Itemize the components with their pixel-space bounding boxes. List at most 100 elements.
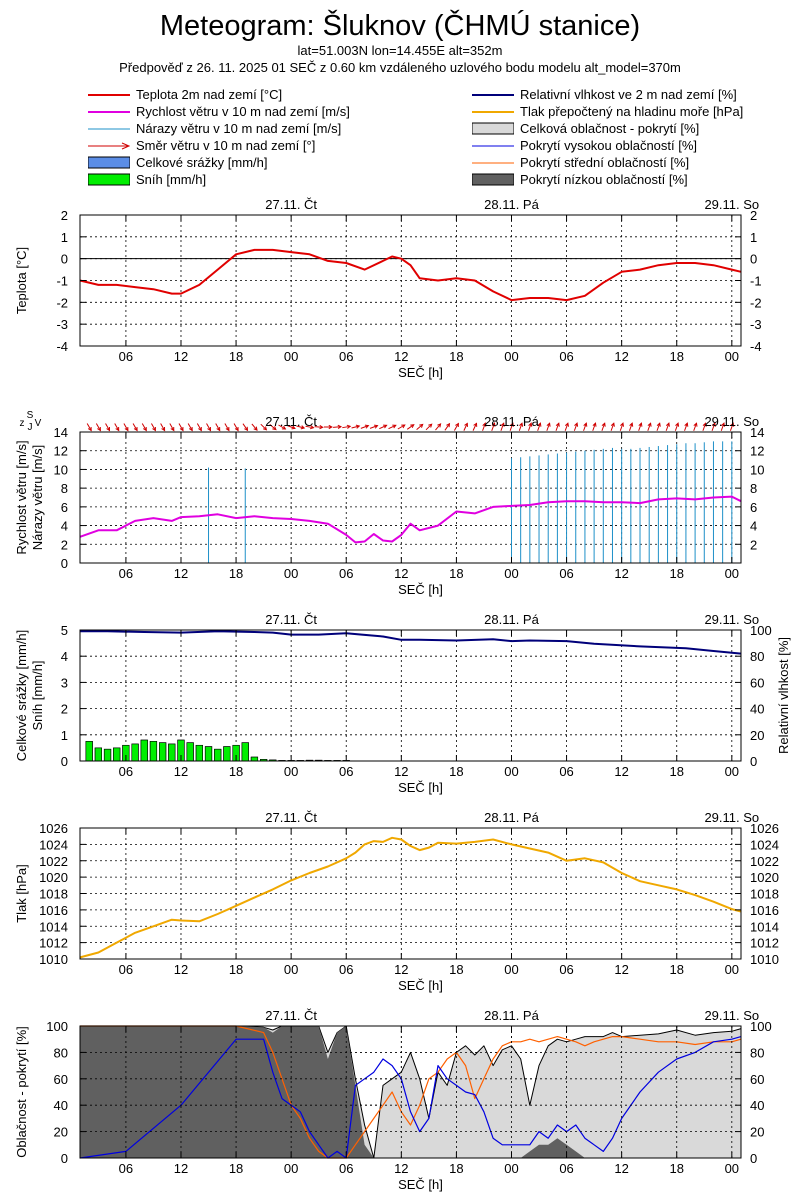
arrow-head xyxy=(592,422,597,427)
arrow-shaft xyxy=(720,423,725,431)
x-tick-label: 06 xyxy=(559,764,573,779)
wind-direction-arrow xyxy=(388,424,397,430)
arrow-head xyxy=(428,423,433,428)
legend-symbol xyxy=(88,156,130,169)
wind-direction-arrow xyxy=(224,423,230,432)
y-axis-label: Rychlost větru [m/s] xyxy=(14,440,29,554)
arrow-shaft xyxy=(105,423,110,431)
wind-direction-arrow xyxy=(416,423,424,430)
wind-direction-arrow xyxy=(132,423,138,432)
wind-direction-arrow xyxy=(178,423,184,432)
arrow-shaft xyxy=(555,423,560,431)
pressure-line xyxy=(79,836,742,959)
arrow-shaft xyxy=(583,423,587,431)
y-tick-label-right: 1012 xyxy=(750,936,779,951)
arrow-shaft xyxy=(564,423,569,431)
arrow-shaft xyxy=(224,423,230,431)
y-tick-label-right: 0 xyxy=(750,252,757,267)
arrow-shaft xyxy=(351,425,360,429)
day-label: 27.11. Čt xyxy=(265,612,317,627)
y-tick-label-right: 4 xyxy=(750,519,757,534)
arrow-head xyxy=(491,422,496,427)
arrow-shaft xyxy=(509,423,514,431)
legend-label: Celkové srážky [mm/h] xyxy=(136,155,268,170)
arrow-shaft xyxy=(702,423,707,431)
arrow-shaft xyxy=(463,423,468,431)
y-tick-label-right: 1026 xyxy=(750,821,779,836)
y-tick-label: 3 xyxy=(61,675,68,690)
arrow-head xyxy=(656,422,661,427)
arrow-shaft xyxy=(187,423,193,431)
wind-direction-arrow xyxy=(114,423,120,432)
x-tick-label: 12 xyxy=(174,566,188,581)
x-tick-label: 00 xyxy=(725,962,739,977)
y-tick-label-right: -3 xyxy=(750,317,762,332)
arrow-head xyxy=(300,425,306,430)
wind-direction-arrow xyxy=(711,422,716,431)
wind-direction-arrow xyxy=(342,424,352,429)
y-tick-label-right: 1018 xyxy=(750,887,779,902)
x-tick-label: 12 xyxy=(394,1161,408,1176)
x-tick-label: 12 xyxy=(394,764,408,779)
y-tick-label-right: 60 xyxy=(750,1072,764,1087)
high-cloud-line xyxy=(79,1036,742,1159)
day-label: 28.11. Pá xyxy=(484,810,539,825)
arrow-head xyxy=(319,424,324,430)
y-tick-label: 100 xyxy=(46,1019,68,1034)
wind-direction-arrow xyxy=(482,422,487,431)
y-tick-label: -4 xyxy=(56,339,68,354)
arrow-shaft xyxy=(342,425,351,429)
arrow-shaft xyxy=(206,423,211,431)
temperature-line xyxy=(79,248,742,302)
y-tick-label: 1018 xyxy=(39,887,68,902)
wind-direction-arrow xyxy=(187,423,193,432)
arrow-shaft xyxy=(169,423,175,431)
arrow-shaft xyxy=(242,423,248,431)
arrow-head xyxy=(410,424,415,429)
y-axis-label: Oblačnost - pokrytí [%] xyxy=(14,1026,29,1158)
arrow-head xyxy=(583,422,588,427)
arrow-head xyxy=(446,422,451,428)
y-tick-label-right: -4 xyxy=(750,339,762,354)
arrow-head xyxy=(143,426,147,432)
plot-frame xyxy=(79,629,742,762)
y-tick-label: 0 xyxy=(61,252,68,267)
arrow-shaft xyxy=(665,423,670,431)
wind-direction-arrow xyxy=(296,425,306,430)
wind-direction-arrow xyxy=(351,424,361,429)
wind-direction-arrow xyxy=(472,422,478,431)
x-tick-label: 12 xyxy=(174,349,188,364)
arrow-shaft xyxy=(178,423,184,431)
compass-label: z xyxy=(20,418,25,429)
x-tick-label: 06 xyxy=(339,349,353,364)
arrow-head xyxy=(684,422,689,427)
legend: Teplota 2m nad zemí [°C] Rychlost větru … xyxy=(0,86,800,187)
snow-bar xyxy=(94,747,102,762)
x-tick-label: 06 xyxy=(119,566,133,581)
y-tick-label: 14 xyxy=(54,425,68,440)
arrow-head xyxy=(509,422,514,427)
arrow-shaft xyxy=(435,423,441,431)
wind-direction-arrow xyxy=(233,423,239,432)
snow-bar xyxy=(131,743,139,762)
y-tick-label-right: 100 xyxy=(750,623,772,638)
wind-direction-arrow xyxy=(287,425,296,430)
arrow-head xyxy=(234,426,239,432)
arrow-shaft xyxy=(314,426,323,428)
arrow-head xyxy=(601,422,606,427)
arrow-head xyxy=(337,424,343,430)
arrow-head xyxy=(647,422,652,427)
x-tick-label: 12 xyxy=(614,1161,628,1176)
low-cloud-area xyxy=(80,1026,741,1158)
wind-direction-arrow xyxy=(151,423,156,432)
y-tick-label-right: 1022 xyxy=(750,854,779,869)
arrow-head xyxy=(207,426,212,432)
x-tick-label: 18 xyxy=(449,1161,463,1176)
arrow-shaft xyxy=(546,423,551,431)
wind-direction-arrow xyxy=(435,423,442,431)
y-tick-label-right: 2 xyxy=(750,208,757,223)
arrow-shaft xyxy=(233,423,239,431)
x-tick-label: 06 xyxy=(559,349,573,364)
legend-label: Nárazy větru v 10 m nad zemí [m/s] xyxy=(136,121,342,136)
